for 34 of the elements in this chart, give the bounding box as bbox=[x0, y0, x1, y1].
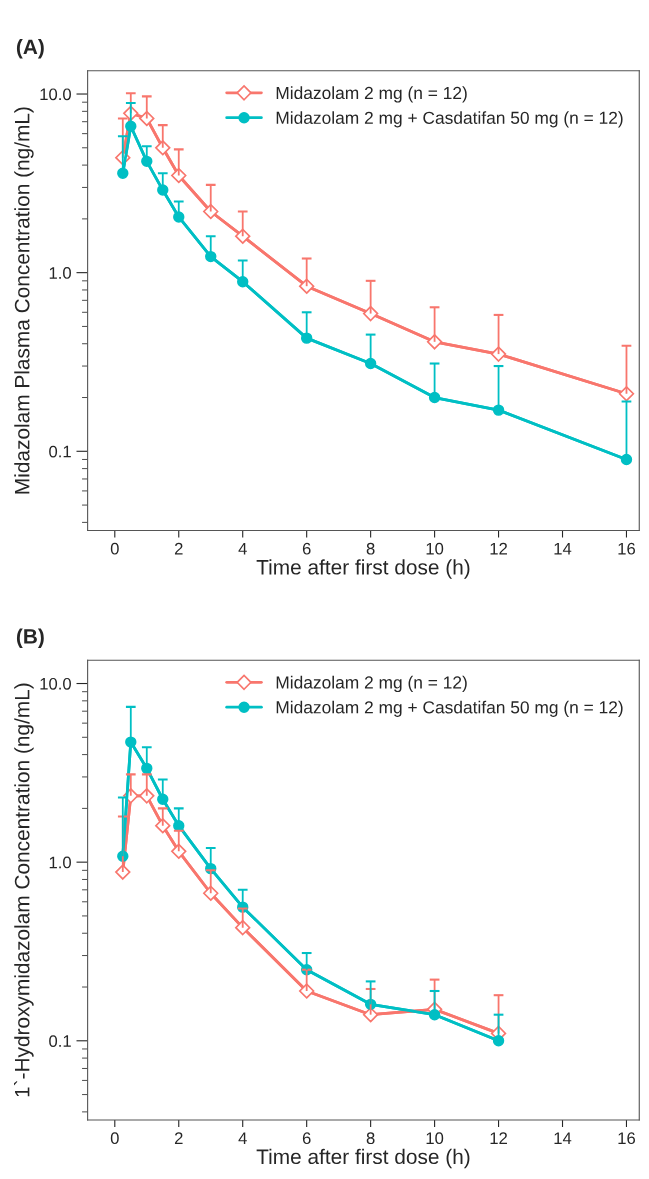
chart-title: (A) bbox=[16, 38, 44, 59]
x-tick-label: 2 bbox=[174, 542, 183, 555]
y-tick-label: 1.0 bbox=[49, 856, 71, 869]
x-tick-label: 16 bbox=[618, 1132, 636, 1145]
x-axis-title: Time after first dose (h) bbox=[256, 559, 470, 579]
x-tick-label: 10 bbox=[426, 542, 444, 555]
x-tick-label: 2 bbox=[174, 1132, 183, 1144]
x-tick-label: 6 bbox=[302, 542, 311, 555]
x-tick-label: 0 bbox=[110, 542, 119, 555]
y-tick-label: 10.0 bbox=[40, 88, 71, 101]
x-tick-label: 14 bbox=[554, 1132, 572, 1144]
x-tick-label: 8 bbox=[366, 1132, 375, 1145]
y-tick-label: 10.0 bbox=[40, 677, 71, 690]
legend-label: Midazolam 2 mg (n = 12) bbox=[276, 86, 467, 103]
x-tick-label: 8 bbox=[366, 542, 375, 555]
legend-label: Midazolam 2 mg + Casdatifan 50 mg (n = 12) bbox=[276, 111, 623, 128]
x-tick-label: 16 bbox=[618, 542, 636, 555]
x-tick-label: 12 bbox=[490, 1132, 507, 1144]
x-tick-label: 6 bbox=[302, 1132, 311, 1145]
y-tick-label: 0.1 bbox=[49, 445, 71, 458]
x-tick-label: 10 bbox=[426, 1132, 444, 1145]
legend-label: Midazolam 2 mg + Casdatifan 50 mg (n = 12) bbox=[276, 700, 623, 717]
y-tick-label: 0.1 bbox=[49, 1035, 71, 1047]
chart-title: (B) bbox=[16, 628, 44, 648]
x-tick-label: 0 bbox=[110, 1132, 119, 1145]
x-tick-label: 4 bbox=[238, 1132, 247, 1144]
legend-label: Midazolam 2 mg (n = 12) bbox=[276, 675, 467, 693]
x-tick-label: 4 bbox=[238, 542, 247, 555]
x-tick-label: 12 bbox=[490, 542, 507, 555]
y-tick-label: 1.0 bbox=[49, 267, 71, 279]
y-axis-title: 1`-Hydroxymidazolam Concentration (ng/mL) bbox=[13, 683, 34, 1097]
y-axis-title: Midazolam Plasma Concentration (ng/mL) bbox=[14, 107, 34, 494]
x-tick-label: 14 bbox=[554, 542, 572, 555]
x-axis-title: Time after first dose (h) bbox=[256, 1148, 470, 1169]
